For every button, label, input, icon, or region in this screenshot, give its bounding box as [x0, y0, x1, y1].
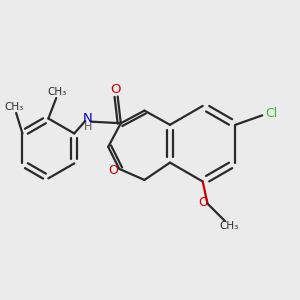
Text: CH₃: CH₃ [219, 220, 238, 231]
Text: N: N [83, 112, 93, 125]
Text: O: O [199, 196, 208, 209]
Text: CH₃: CH₃ [4, 102, 23, 112]
Text: Cl: Cl [266, 107, 278, 120]
Text: O: O [110, 83, 120, 96]
Text: H: H [84, 122, 92, 132]
Text: O: O [109, 164, 118, 177]
Text: CH₃: CH₃ [47, 87, 67, 97]
